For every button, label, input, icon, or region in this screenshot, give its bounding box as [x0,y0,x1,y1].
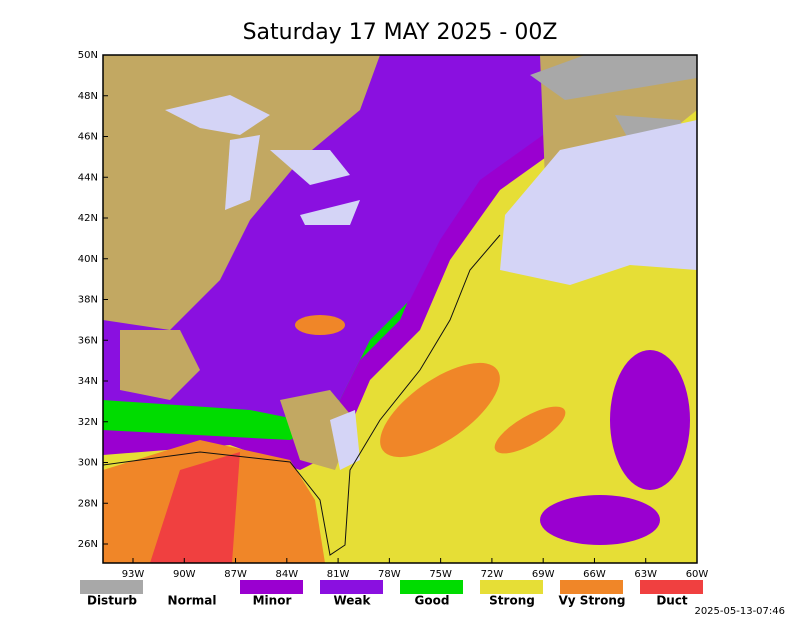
map-frame [102,54,698,564]
latitude-label: 48N [78,91,98,102]
latitude-label: 46N [78,132,98,143]
longitude-label: 87W [224,569,247,580]
latitude-label: 38N [78,295,98,306]
legend-swatch [320,580,383,594]
timestamp: 2025-05-13-07:46 [694,606,785,617]
legend: Disturb Normal Minor Weak Good Strong Vy Stron… [80,580,703,608]
longitude-label: 93W [122,569,145,580]
legend-swatch [480,580,543,594]
latitude-label: 30N [78,458,98,469]
legend-label: Strong [489,594,535,608]
title: Saturday 17 MAY 2025 - 00Z [243,20,558,45]
legend-swatch [640,580,703,594]
legend-label: Duct [656,594,688,608]
latitude-label: 26N [78,539,98,550]
latitude-label: 50N [78,50,98,61]
latitude-label: 32N [78,417,98,428]
latitude-label: 40N [78,254,98,265]
legend-label: Weak [333,594,371,608]
longitude-label: 72W [481,569,504,580]
longitude-label: 66W [583,569,606,580]
legend-label: Normal [168,594,217,608]
longitude-label: 90W [173,569,196,580]
longitude-label: 78W [378,569,401,580]
longitude-label: 81W [327,569,350,580]
latitude-label: 34N [78,376,98,387]
longitude-axis: 93W 90W 87W 84W 81W 78W 75W 72W 69W 66W 63W 60W [122,558,709,580]
legend-label: Good [415,594,450,608]
longitude-label: 69W [532,569,555,580]
legend-swatch [80,580,143,594]
latitude-label: 36N [78,335,98,346]
latitude-label: 28N [78,498,98,509]
map [103,55,697,563]
latitude-label: 44N [78,172,98,183]
legend-label: Vy Strong [559,594,626,608]
latitude-label: 42N [78,213,98,224]
legend-swatch [160,580,223,594]
latitude-axis: 50N 48N 46N 44N 42N 40N 38N 36N 34N 32N 30N 28N 26N [78,50,108,550]
legend-label: Minor [253,594,292,608]
legend-label: Disturb [87,594,137,608]
longitude-label: 60W [686,569,709,580]
legend-swatch [560,580,623,594]
longitude-label: 75W [429,569,452,580]
longitude-label: 63W [634,569,657,580]
legend-swatch [240,580,303,594]
longitude-label: 84W [276,569,299,580]
legend-swatch [400,580,463,594]
